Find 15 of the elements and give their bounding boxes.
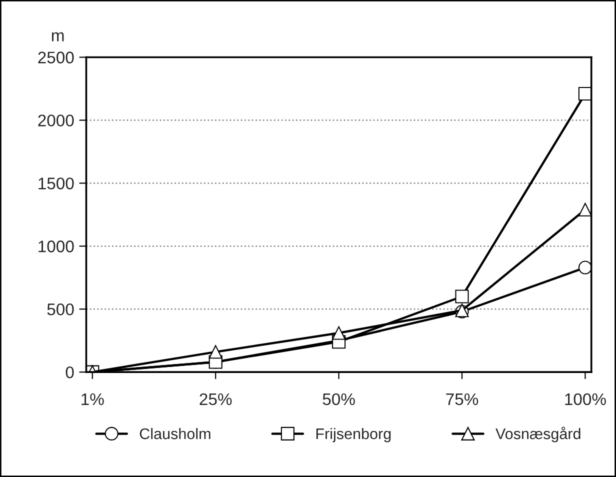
y-axis-title: m [52, 32, 64, 42]
x-tick-label: 50% [322, 393, 355, 406]
x-tick-label: 25% [200, 393, 232, 406]
y-tick-label: 2000 [38, 114, 74, 126]
legend-label: Vosnæsgård [496, 426, 580, 442]
y-tick-label: 1500 [38, 178, 74, 190]
y-tick-label: 0 [66, 366, 74, 378]
x-tick-label: 1% [82, 393, 104, 406]
x-tick-label: 75% [446, 393, 478, 406]
y-tick-label: 1000 [38, 240, 74, 252]
legend-label: Frijsenborg [316, 428, 391, 442]
x-tick-label: 100% [565, 393, 606, 406]
legend-label: Clausholm [140, 428, 210, 440]
y-tick-label: 500 [47, 303, 74, 316]
y-tick-label: 2500 [38, 52, 74, 64]
